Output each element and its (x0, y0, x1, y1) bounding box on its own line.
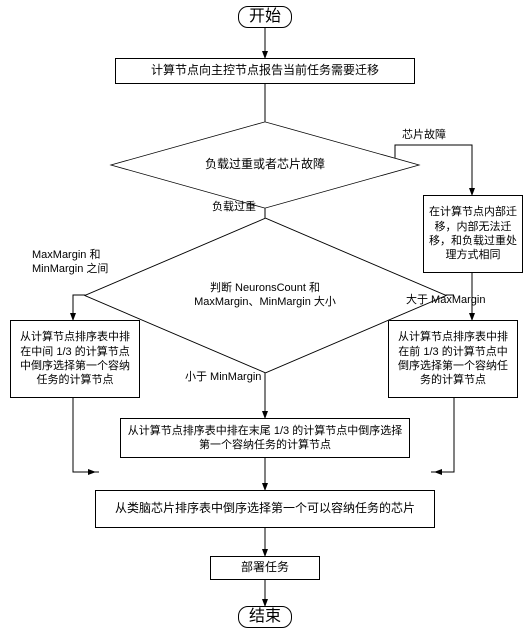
node-chip-select: 从类脑芯片排序表中倒序选择第一个可以容纳任务的芯片 (95, 490, 435, 528)
decision-margin: 判断 NeuronsCount 和 MaxMargin、MinMargin 大小 (136, 240, 394, 350)
label-overload: 负载过重 (212, 200, 256, 214)
label-greater: 大于 MaxMargin (406, 293, 485, 307)
node-end: 结束 (238, 606, 292, 628)
node-start: 开始 (238, 6, 292, 28)
node-report: 计算节点向主控节点报告当前任务需要迁移 (115, 58, 415, 84)
label-between: MaxMargin 和 MinMargin 之间 (32, 248, 132, 277)
label-chip-fault: 芯片故障 (402, 128, 446, 142)
node-last-third: 从计算节点排序表中排在末尾 1/3 的计算节点中倒序选择第一个容纳任务的计算节点 (120, 418, 410, 458)
node-mid-third: 从计算节点排序表中排在中间 1/3 的计算节点中倒序选择第一个容纳任务的计算节点 (10, 320, 140, 398)
node-end-text: 结束 (249, 607, 281, 628)
label-less: 小于 MinMargin (185, 370, 261, 384)
node-start-text: 开始 (249, 7, 281, 28)
decision-overload: 负载过重或者芯片故障 (155, 134, 375, 196)
node-deploy: 部署任务 (210, 556, 320, 580)
node-front-third: 从计算节点排序表中排在前 1/3 的计算节点中倒序选择第一个容纳任务的计算节点 (388, 320, 518, 398)
node-internal-migrate: 在计算节点内部迁移，内部无法迁移，和负载过重处理方式相同 (423, 195, 523, 273)
